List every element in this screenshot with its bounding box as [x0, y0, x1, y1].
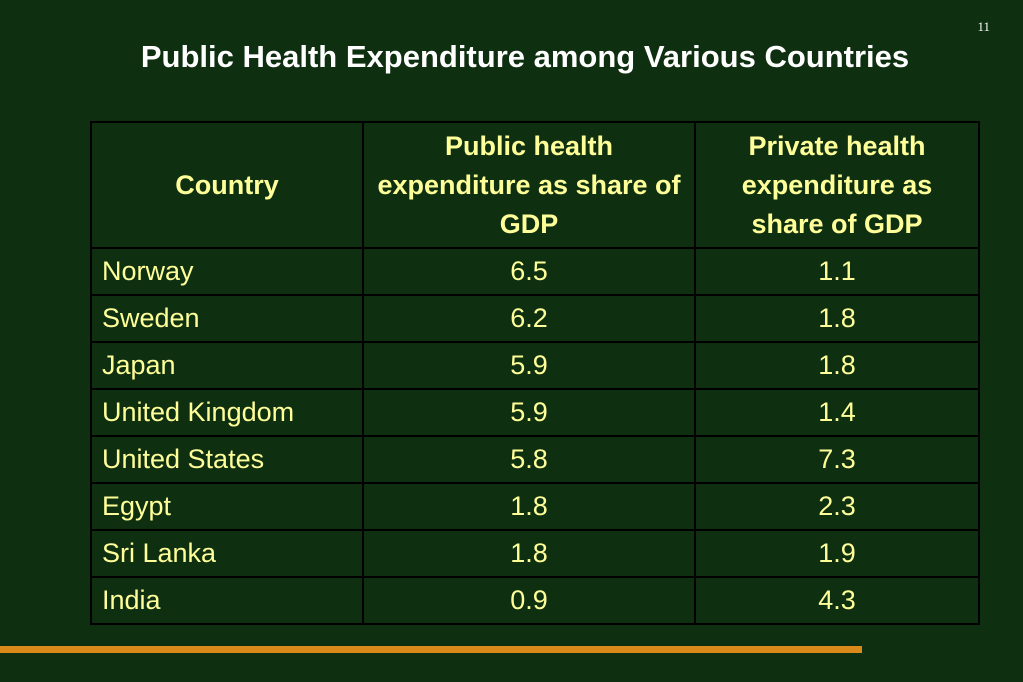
- public-expenditure-cell: 6.5: [362, 247, 696, 296]
- public-expenditure-cell: 5.9: [362, 388, 696, 437]
- private-expenditure-cell: 1.1: [694, 247, 980, 296]
- public-expenditure-cell: 1.8: [362, 482, 696, 531]
- table-row: United Kingdom 5.9 1.4: [90, 388, 980, 437]
- table-row: Egypt 1.8 2.3: [90, 482, 980, 531]
- private-expenditure-cell: 7.3: [694, 435, 980, 484]
- private-expenditure-cell: 1.8: [694, 294, 980, 343]
- private-expenditure-cell: 2.3: [694, 482, 980, 531]
- public-expenditure-cell: 6.2: [362, 294, 696, 343]
- public-expenditure-cell: 1.8: [362, 529, 696, 578]
- private-expenditure-cell: 4.3: [694, 576, 980, 625]
- table-row: United States 5.8 7.3: [90, 435, 980, 484]
- country-cell: United States: [90, 435, 364, 484]
- country-cell: Egypt: [90, 482, 364, 531]
- country-cell: United Kingdom: [90, 388, 364, 437]
- public-expenditure-cell: 0.9: [362, 576, 696, 625]
- accent-bar: [0, 646, 862, 653]
- country-cell: Norway: [90, 247, 364, 296]
- table-row: Sweden 6.2 1.8: [90, 294, 980, 343]
- table-row: Sri Lanka 1.8 1.9: [90, 529, 980, 578]
- table-body: Norway 6.5 1.1 Sweden 6.2 1.8 Japan 5.9 1.8 Unite…: [90, 247, 980, 625]
- page-number: 11: [977, 19, 990, 34]
- slide-title: Public Health Expenditure among Various …: [140, 39, 910, 74]
- public-expenditure-cell: 5.9: [362, 341, 696, 390]
- header-country: Country: [90, 121, 364, 249]
- header-public-expenditure: Public health expenditure as share of GD…: [362, 121, 696, 249]
- table-header-row: Country Public health expenditure as sha…: [90, 121, 980, 249]
- table-row: Japan 5.9 1.8: [90, 341, 980, 390]
- health-expenditure-table: Country Public health expenditure as sha…: [90, 121, 980, 625]
- table-row: Norway 6.5 1.1: [90, 247, 980, 296]
- header-private-expenditure: Private health expenditure as share of G…: [694, 121, 980, 249]
- country-cell: Sweden: [90, 294, 364, 343]
- country-cell: India: [90, 576, 364, 625]
- country-cell: Japan: [90, 341, 364, 390]
- country-cell: Sri Lanka: [90, 529, 364, 578]
- private-expenditure-cell: 1.8: [694, 341, 980, 390]
- private-expenditure-cell: 1.4: [694, 388, 980, 437]
- public-expenditure-cell: 5.8: [362, 435, 696, 484]
- private-expenditure-cell: 1.9: [694, 529, 980, 578]
- table-row: India 0.9 4.3: [90, 576, 980, 625]
